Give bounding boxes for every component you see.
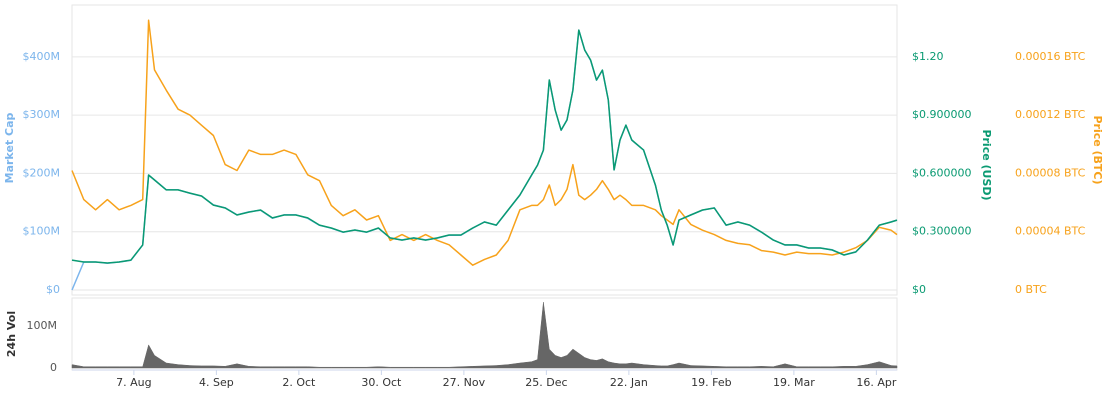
y-tick-label: $100M — [23, 225, 61, 238]
y3-axis-title: Price (BTC) — [1091, 115, 1104, 184]
price-line — [71, 29, 898, 264]
y-tick-label: $1.20 — [912, 50, 944, 63]
x-tick-label: 30. Oct — [361, 376, 402, 389]
volume-axis-title: 24h Vol — [5, 311, 18, 357]
plot-frame — [71, 4, 898, 296]
x-tick-label: 19. Feb — [691, 376, 731, 389]
y-tick-label: 100M — [27, 319, 58, 332]
volume-area — [71, 302, 898, 369]
y-tick-label: $0.300000 — [912, 225, 972, 238]
price-line — [71, 29, 898, 291]
x-tick-label: 19. Mar — [773, 376, 815, 389]
y-tick-label: 0.00004 BTC — [1015, 225, 1086, 238]
x-tick-label: 2. Oct — [282, 376, 316, 389]
y-tick-label: 0 — [50, 361, 57, 374]
y-tick-label: $400M — [23, 50, 61, 63]
x-tick-label: 4. Sep — [199, 376, 234, 389]
y2-axis-title: Price (USD) — [980, 129, 993, 200]
x-tick-label: 7. Aug — [116, 376, 151, 389]
y-axis-title: Market Cap — [3, 113, 16, 184]
y-tick-label: 0.00008 BTC — [1015, 166, 1086, 179]
y-tick-label: 0.00012 BTC — [1015, 108, 1086, 121]
y-tick-label: $0.600000 — [912, 166, 972, 179]
y-tick-label: 0.00016 BTC — [1015, 50, 1086, 63]
y-tick-label: $300M — [23, 108, 61, 121]
x-tick-label: 16. Apr — [856, 376, 896, 389]
y-tick-label: $200M — [23, 166, 61, 179]
x-tick-label: 27. Nov — [443, 376, 486, 389]
x-tick-label: 22. Jan — [610, 376, 648, 389]
price-line — [71, 19, 898, 266]
y-tick-label: $0 — [912, 283, 926, 296]
y-tick-label: $0.900000 — [912, 108, 972, 121]
x-tick-label: 25. Dec — [525, 376, 567, 389]
y-tick-label: $0 — [46, 283, 60, 296]
y-tick-label: 0 BTC — [1015, 283, 1047, 296]
volume-frame — [71, 297, 898, 371]
